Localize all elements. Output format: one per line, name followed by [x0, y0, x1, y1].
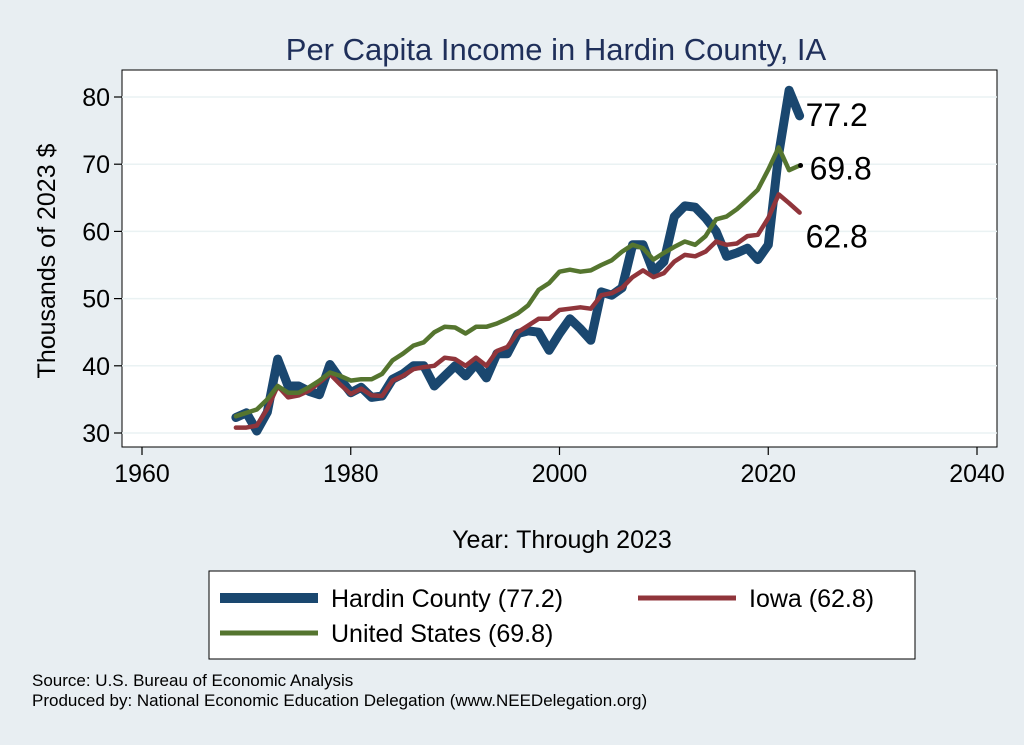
x-axis-title: Year: Through 2023: [452, 526, 672, 554]
x-tick-label-2040: 2040: [949, 460, 1005, 488]
axes: 30 40 50 60 70 80 1960 1980 2000 2020 2040: [82, 84, 1005, 488]
y-axis-title: Thousands of 2023 $: [33, 143, 61, 378]
y-tick-label-40: 40: [82, 353, 110, 381]
chart-title: Per Capita Income in Hardin County, IA: [286, 32, 827, 67]
x-tick-label-1980: 1980: [323, 460, 379, 488]
end-label-2: 69.8: [810, 151, 872, 187]
legend-label-us: United States (69.8): [331, 620, 553, 648]
end-marker-us: [798, 163, 804, 169]
y-tick-label-30: 30: [82, 420, 110, 448]
footer: Source: U.S. Bureau of Economic Analysis…: [32, 671, 647, 711]
legend-label-iowa: Iowa (62.8): [749, 585, 874, 613]
x-tick-label-2000: 2000: [532, 460, 588, 488]
producer-note: Produced by: National Economic Education…: [32, 691, 648, 710]
y-tick-label-50: 50: [82, 286, 110, 314]
y-tick-label-60: 60: [82, 218, 110, 246]
grid-lines: [122, 96, 997, 434]
series-layer: [231, 85, 805, 436]
legend: Hardin County (77.2) Iowa (62.8) United …: [208, 570, 916, 660]
x-tick-label-2020: 2020: [740, 460, 796, 488]
y-tick-label-80: 80: [82, 84, 110, 112]
x-tick-label-1960: 1960: [114, 460, 170, 488]
end-label-0: 77.2: [806, 97, 868, 133]
series-line-2: [233, 145, 802, 419]
y-tick-label-70: 70: [82, 151, 110, 179]
end-labels: 77.2 62.8 69.8: [798, 97, 872, 255]
legend-label-hardin: Hardin County (77.2): [331, 585, 563, 613]
legend-box: [208, 570, 916, 660]
source-note: Source: U.S. Bureau of Economic Analysis: [32, 671, 354, 690]
end-label-1: 62.8: [806, 219, 868, 255]
plot-area: [121, 69, 998, 448]
